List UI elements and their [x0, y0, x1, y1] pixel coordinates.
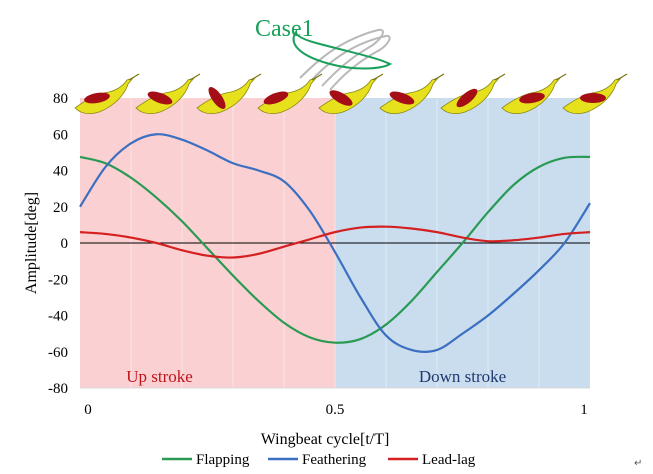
wing-shape [580, 93, 606, 103]
wing-shape [84, 92, 110, 104]
hummingbird-icon [318, 73, 384, 115]
bird-beak [616, 73, 628, 81]
bird-beak [372, 73, 384, 81]
x-tick-label: 1 [580, 402, 588, 418]
stroke-phase-labels: Up stroke Down stroke [126, 367, 506, 386]
y-tick-label: 20 [53, 200, 68, 216]
wing-trajectory-sketch [292, 28, 393, 91]
bird-beak [250, 73, 262, 81]
y-tick-label: -40 [48, 309, 68, 325]
wing-shape [389, 91, 415, 105]
y-tick-label: -20 [48, 272, 68, 288]
y-tick-labels: 80 60 40 20 0 -20 -40 -60 -80 [48, 91, 68, 397]
x-tick-label: 0 [84, 402, 92, 418]
region-label-1: Down stroke [419, 367, 506, 386]
hummingbird-icon [501, 73, 567, 115]
hummingbird-icon [196, 73, 262, 115]
bird-beak [494, 73, 506, 81]
bird-beak [189, 73, 201, 81]
series-line-flapping [79, 155, 591, 344]
series-lines [79, 133, 591, 353]
y-axis-label: Amplitude[deg] [23, 192, 40, 294]
wing-shape [456, 88, 478, 108]
legend-label-lead-lag: Lead-lag [422, 452, 476, 468]
x-axis-label: Wingbeat cycle[t/T] [261, 431, 390, 448]
x-tick-label: 0.5 [326, 402, 345, 418]
hummingbird-icon [440, 73, 506, 115]
series-line-feathering [79, 133, 591, 353]
y-tick-label: -60 [48, 345, 68, 361]
hummingbird-icon [257, 73, 323, 115]
hummingbird-icon [74, 73, 140, 115]
wing-shape [208, 86, 226, 110]
wing-shape [329, 90, 353, 106]
y-tick-label: 0 [61, 236, 69, 252]
y-tick-label: -80 [48, 381, 68, 397]
axes [80, 242, 590, 389]
case-label: Case1 [255, 16, 314, 42]
legend: Flapping Feathering Lead-lag [162, 452, 476, 468]
y-tick-label: 80 [53, 91, 68, 107]
case-trajectory-loop [292, 28, 393, 70]
hummingbird-icon [562, 73, 628, 115]
series-line-lead-lag [79, 225, 591, 259]
return-mark-icon: ↵ [634, 458, 643, 469]
bird-beak [128, 73, 140, 81]
wing-shape [147, 91, 173, 105]
wing-shape [519, 92, 545, 104]
bird-beak [311, 73, 323, 81]
y-tick-label: 60 [53, 127, 68, 143]
bird-beak [433, 73, 445, 81]
legend-label-feathering: Feathering [302, 452, 367, 468]
y-tick-label: 40 [53, 164, 68, 180]
bird-beak [555, 73, 567, 81]
legend-label-flapping: Flapping [196, 452, 250, 468]
hummingbird-icon [379, 73, 445, 115]
hummingbird-icon [135, 73, 201, 115]
x-tick-labels: 0 0.5 1 [84, 402, 588, 418]
hummingbird-icons-row [74, 73, 628, 115]
wing-shape [263, 91, 289, 105]
region-label-0: Up stroke [126, 367, 193, 386]
